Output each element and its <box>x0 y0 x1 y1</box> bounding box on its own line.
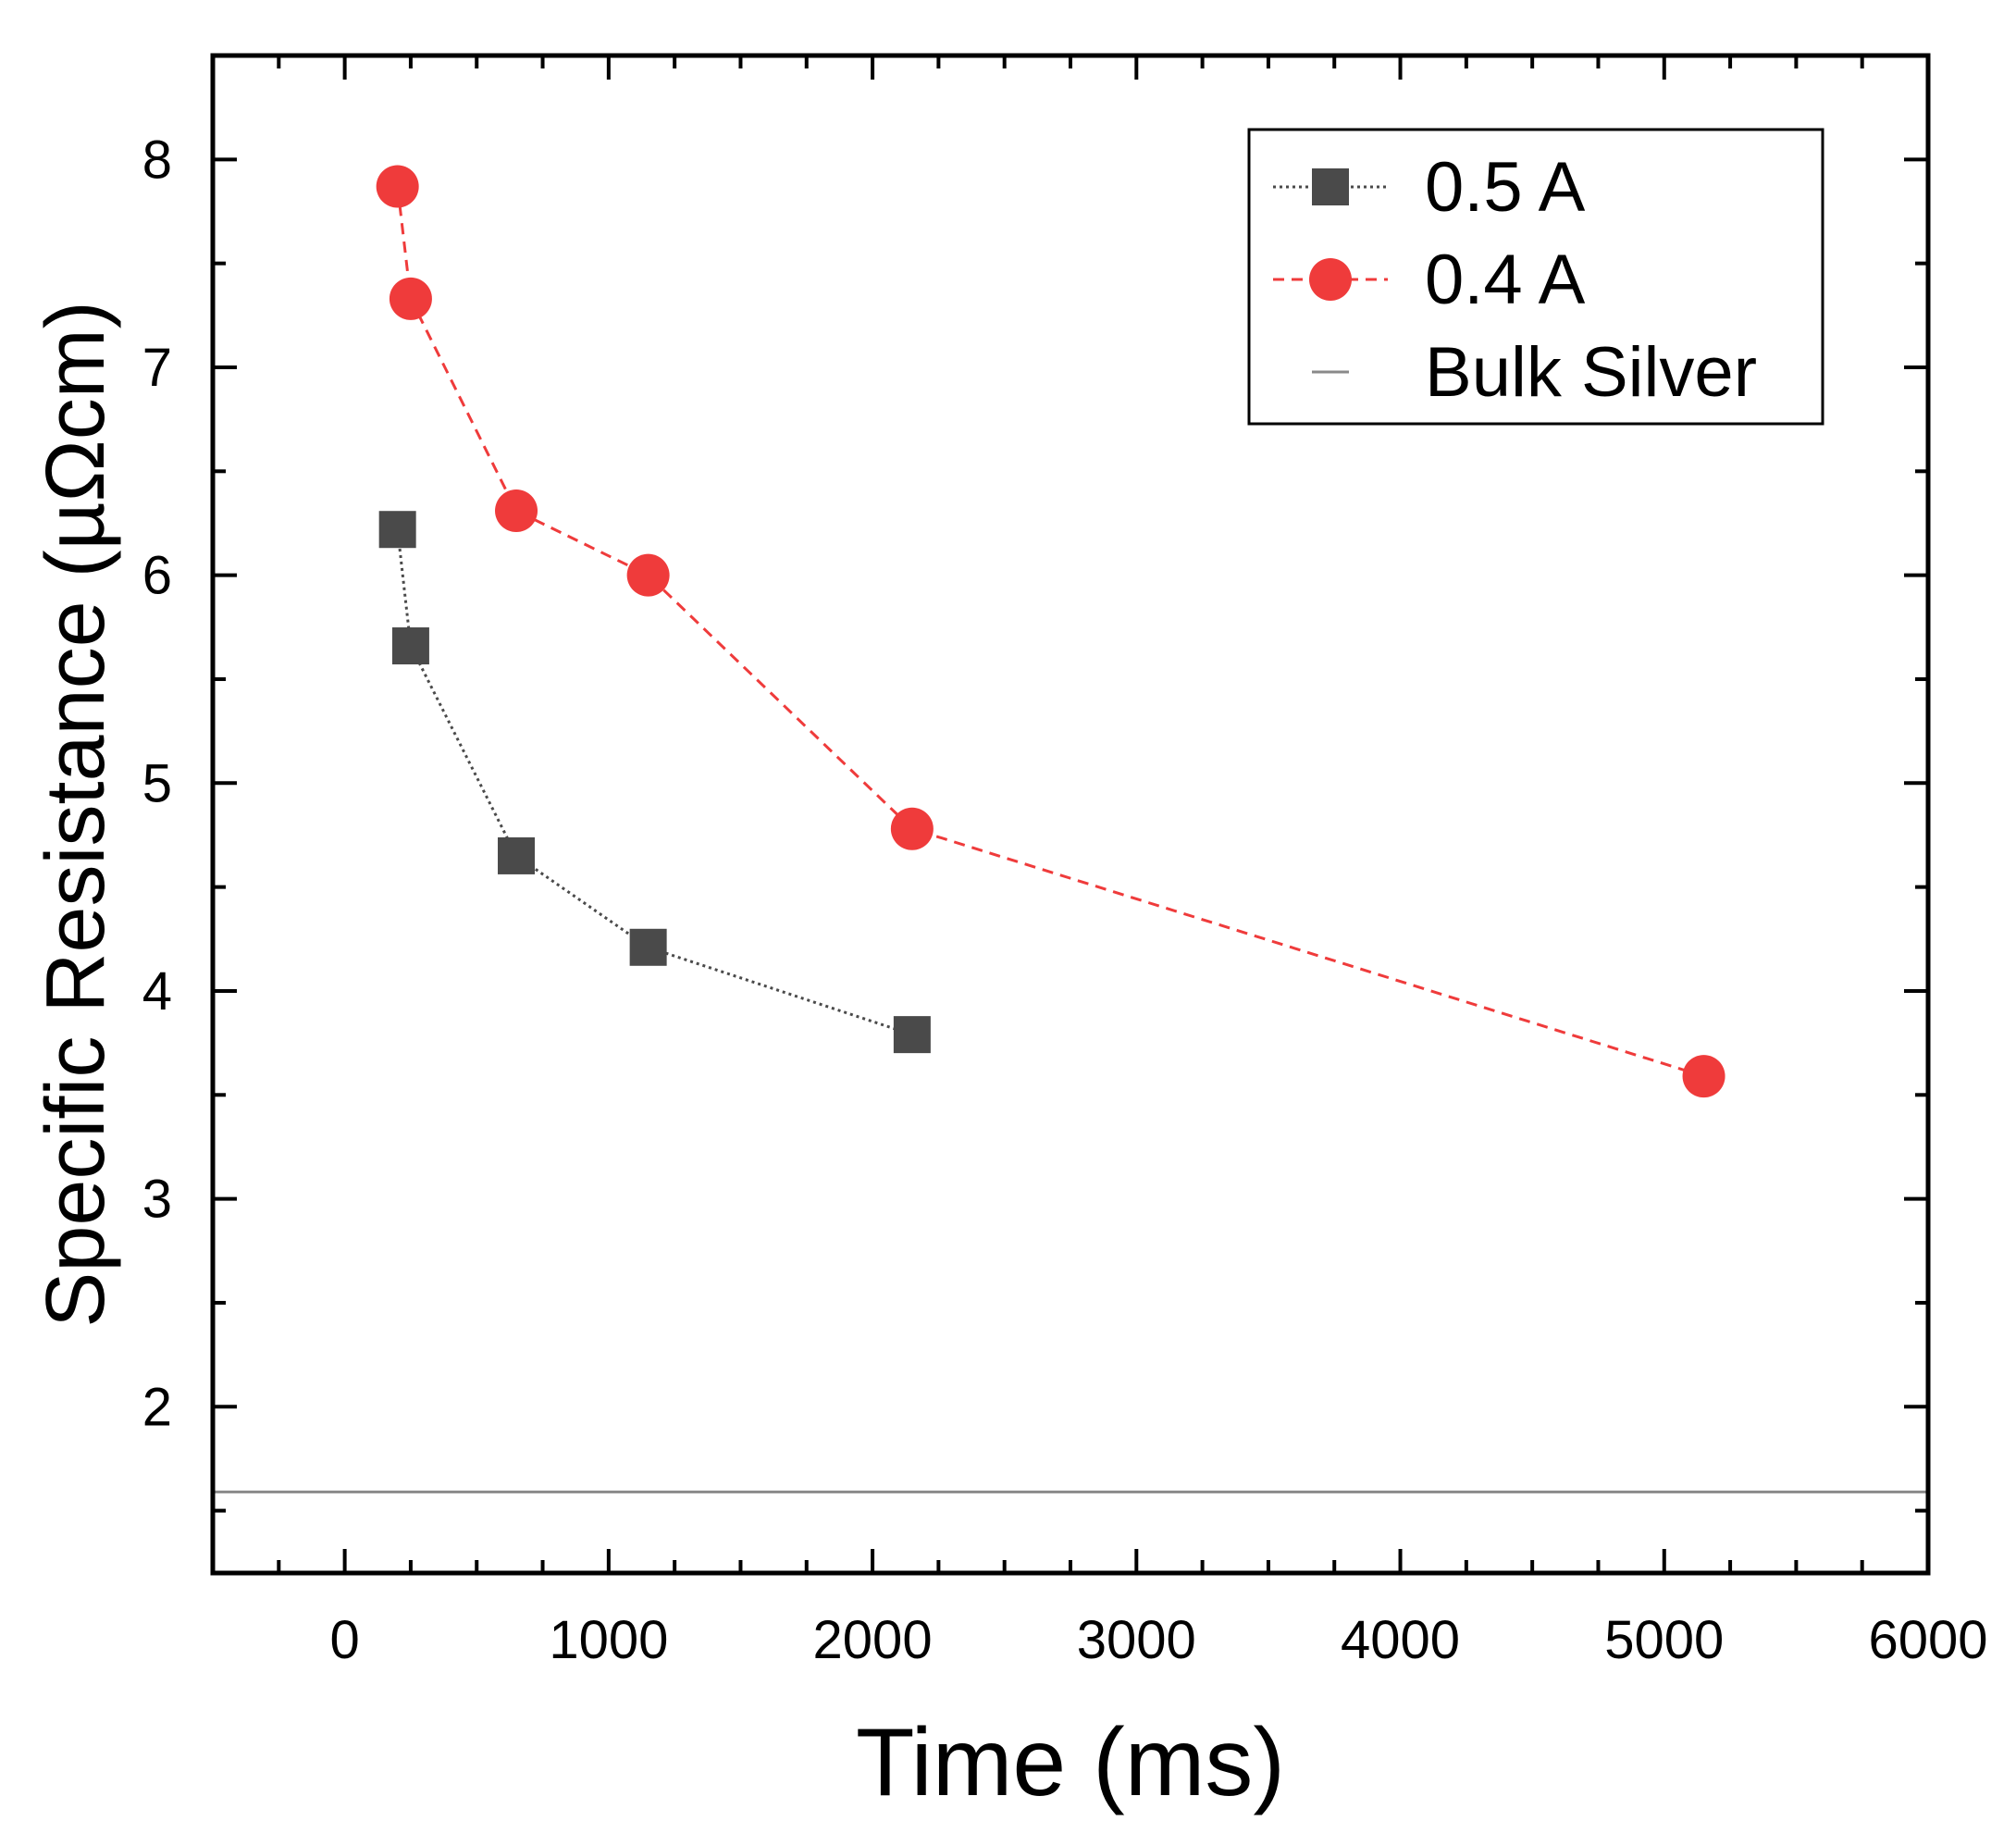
series-layer <box>213 165 1928 1493</box>
y-tick-label: 6 <box>142 546 172 606</box>
x-tick-label: 6000 <box>1868 1610 1987 1670</box>
series-0-5-a-point <box>893 1016 931 1054</box>
x-tick-label: 4000 <box>1341 1610 1460 1670</box>
x-tick-label: 1000 <box>549 1610 668 1670</box>
x-tick-label: 2000 <box>813 1610 933 1670</box>
series-0-5-a-point <box>498 836 536 874</box>
plot-frame <box>210 53 1931 1576</box>
y-tick-label: 2 <box>142 1377 172 1437</box>
series-0-5-a-point <box>378 511 416 549</box>
y-tick-label: 5 <box>142 753 172 813</box>
y-axis-title: Specific Resistance (µΩcm) <box>30 301 122 1327</box>
y-tick-label: 3 <box>142 1170 172 1230</box>
x-tick-label: 3000 <box>1077 1610 1196 1670</box>
x-tick-label: 5000 <box>1604 1610 1724 1670</box>
series-0-4-a-point <box>376 165 419 208</box>
legend-label-bulk-silver: Bulk Silver <box>1425 333 1757 412</box>
label-layer: 0 1000 2000 3000 4000 5000 6000 2 3 4 5 6 7 8 <box>142 130 1988 1670</box>
y-tick-label: 8 <box>142 130 172 190</box>
legend-label-0-4-a: 0.4 A <box>1425 241 1586 319</box>
x-axis-title: Time (ms) <box>856 1709 1285 1816</box>
series-0-5-a-point <box>629 928 667 966</box>
legend: 0.5 A 0.4 A Bulk Silver <box>1247 128 1824 426</box>
legend-label-0-5-a: 0.5 A <box>1425 148 1586 227</box>
series-0-4-a-point <box>890 807 934 850</box>
legend-marker-0-4-a <box>1309 258 1352 301</box>
series-0-4-a-point <box>495 489 538 532</box>
x-tick-label: 0 <box>329 1610 359 1670</box>
series-0-4-a-point <box>626 553 670 597</box>
legend-marker-0-5-a <box>1312 168 1349 205</box>
series-0-5-a-point <box>391 627 429 665</box>
y-tick-label: 7 <box>142 338 172 398</box>
y-tick-label: 4 <box>142 961 172 1022</box>
series-0-4-a-point <box>1682 1055 1725 1098</box>
series-0-4-a-point <box>389 277 432 320</box>
